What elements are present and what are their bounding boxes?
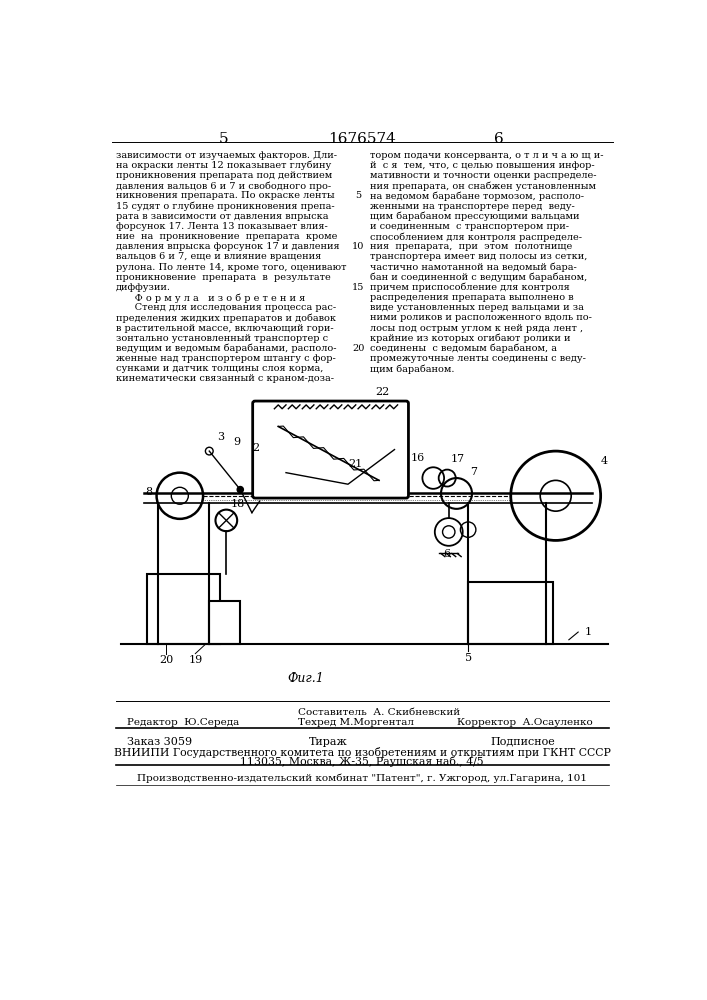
Text: 20: 20	[352, 344, 364, 353]
Text: давления впрыска форсунок 17 и давления: давления впрыска форсунок 17 и давления	[115, 242, 339, 251]
Text: 10: 10	[352, 242, 364, 251]
Text: Редактор  Ю.Середа: Редактор Ю.Середа	[127, 718, 240, 727]
Text: пределения жидких препаратов и добавок: пределения жидких препаратов и добавок	[115, 313, 336, 323]
Text: 22: 22	[375, 387, 390, 397]
Text: Фиг.1: Фиг.1	[287, 672, 324, 685]
Text: соединены  с ведомым барабаном, а: соединены с ведомым барабаном, а	[370, 344, 556, 353]
Text: ние  на  проникновение  препарата  кроме: ние на проникновение препарата кроме	[115, 232, 337, 241]
Text: давления вальцов 6 и 7 и свободного про-: давления вальцов 6 и 7 и свободного про-	[115, 181, 331, 191]
Bar	[468, 582, 554, 644]
Text: Техред М.Моргентал: Техред М.Моргентал	[298, 718, 414, 727]
Text: проникновения препарата под действием: проникновения препарата под действием	[115, 171, 332, 180]
Text: причем приспособление для контроля: причем приспособление для контроля	[370, 283, 569, 292]
Text: Производственно-издательский комбинат "Патент", г. Ужгород, ул.Гагарина, 101: Производственно-издательский комбинат "П…	[137, 774, 587, 783]
Text: 5: 5	[355, 191, 361, 200]
Text: частично намотанной на ведомый бара-: частично намотанной на ведомый бара-	[370, 263, 576, 272]
Text: 6: 6	[494, 132, 504, 146]
Circle shape	[237, 487, 243, 493]
Text: 15 судят о глубине проникновения препа-: 15 судят о глубине проникновения препа-	[115, 202, 334, 211]
Text: 21: 21	[348, 459, 362, 469]
Text: мативности и точности оценки распределе-: мативности и точности оценки распределе-	[370, 171, 596, 180]
Text: в растительной массе, включающий гори-: в растительной массе, включающий гори-	[115, 324, 333, 333]
Text: 2: 2	[252, 443, 259, 453]
Text: 16: 16	[411, 453, 425, 463]
Text: 3: 3	[217, 432, 224, 442]
Text: диффузии.: диффузии.	[115, 283, 170, 292]
Text: ведущим и ведомым барабанами, располо-: ведущим и ведомым барабанами, располо-	[115, 344, 336, 353]
Text: форсунок 17. Лента 13 показывает влия-: форсунок 17. Лента 13 показывает влия-	[115, 222, 327, 231]
Text: 20: 20	[159, 655, 173, 665]
Text: щим барабаном.: щим барабаном.	[370, 364, 454, 374]
Text: рата в зависимости от давления впрыска: рата в зависимости от давления впрыска	[115, 212, 328, 221]
Text: на ведомом барабане тормозом, располо-: на ведомом барабане тормозом, располо-	[370, 191, 584, 201]
Text: 6: 6	[443, 549, 451, 559]
Text: Составитель  А. Скибневский: Составитель А. Скибневский	[298, 708, 460, 717]
Text: 1: 1	[585, 627, 592, 637]
Text: щим барабаном прессующими вальцами: щим барабаном прессующими вальцами	[370, 212, 579, 221]
Text: 113035, Москва, Ж-35, Раушская наб., 4/5: 113035, Москва, Ж-35, Раушская наб., 4/5	[240, 756, 484, 767]
Text: рулона. По ленте 14, кроме того, оценивают: рулона. По ленте 14, кроме того, оценива…	[115, 263, 346, 272]
Text: Тираж: Тираж	[309, 737, 348, 747]
Text: 5: 5	[219, 132, 229, 146]
Text: 7: 7	[470, 467, 477, 477]
Text: 5: 5	[464, 653, 472, 663]
Bar	[209, 601, 240, 644]
Bar	[146, 574, 220, 644]
Text: виде установленных перед вальцами и за: виде установленных перед вальцами и за	[370, 303, 583, 312]
Text: никновения препарата. По окраске ленты: никновения препарата. По окраске ленты	[115, 191, 334, 200]
Text: ния препарата, он снабжен установленным: ния препарата, он снабжен установленным	[370, 181, 596, 191]
Text: транспортера имеет вид полосы из сетки,: транспортера имеет вид полосы из сетки,	[370, 252, 587, 261]
Text: распределения препарата выполнено в: распределения препарата выполнено в	[370, 293, 573, 302]
Text: проникновение  препарата  в  результате: проникновение препарата в результате	[115, 273, 330, 282]
Text: сунками и датчик толщины слоя корма,: сунками и датчик толщины слоя корма,	[115, 364, 323, 373]
Text: 19: 19	[188, 655, 202, 665]
Text: кинематически связанный с краном-доза-: кинематически связанный с краном-доза-	[115, 374, 334, 383]
Text: зависимости от изучаемых факторов. Дли-: зависимости от изучаемых факторов. Дли-	[115, 151, 337, 160]
Text: бан и соединенной с ведущим барабаном,: бан и соединенной с ведущим барабаном,	[370, 273, 587, 282]
Text: 9: 9	[233, 437, 240, 447]
Text: женными на транспортере перед  веду-: женными на транспортере перед веду-	[370, 202, 575, 211]
Text: лосы под острым углом к ней ряда лент ,: лосы под острым углом к ней ряда лент ,	[370, 324, 583, 333]
Text: Стенд для исследования процесса рас-: Стенд для исследования процесса рас-	[115, 303, 336, 312]
Text: 17: 17	[451, 454, 465, 464]
Text: 8: 8	[145, 487, 152, 497]
Text: зонтально установленный транспортер с: зонтально установленный транспортер с	[115, 334, 327, 343]
Text: ВНИИПИ Государственного комитета по изобретениям и открытиям при ГКНТ СССР: ВНИИПИ Государственного комитета по изоб…	[114, 747, 610, 758]
Text: 4: 4	[601, 456, 608, 466]
Text: Ф о р м у л а   и з о б р е т е н и я: Ф о р м у л а и з о б р е т е н и я	[115, 293, 305, 303]
Text: ния  препарата,  при  этом  полотнище: ния препарата, при этом полотнище	[370, 242, 572, 251]
Text: 15: 15	[352, 283, 364, 292]
Text: Заказ 3059: Заказ 3059	[127, 737, 192, 747]
Text: промежуточные ленты соединены с веду-: промежуточные ленты соединены с веду-	[370, 354, 585, 363]
Text: ними роликов и расположенного вдоль по-: ними роликов и расположенного вдоль по-	[370, 313, 592, 322]
Text: крайние из которых огибают ролики и: крайние из которых огибают ролики и	[370, 334, 571, 343]
Text: вальцов 6 и 7, еще и влияние вращения: вальцов 6 и 7, еще и влияние вращения	[115, 252, 321, 261]
FancyBboxPatch shape	[252, 401, 409, 498]
Text: Корректор  А.Осауленко: Корректор А.Осауленко	[457, 718, 592, 727]
Text: Подписное: Подписное	[490, 737, 555, 747]
Text: тором подачи консерванта, о т л и ч а ю щ и-: тором подачи консерванта, о т л и ч а ю …	[370, 151, 603, 160]
Text: на окраски ленты 12 показывает глубину: на окраски ленты 12 показывает глубину	[115, 161, 331, 170]
Text: и соединенным  с транспортером при-: и соединенным с транспортером при-	[370, 222, 568, 231]
Text: й  с я  тем, что, с целью повышения инфор-: й с я тем, что, с целью повышения инфор-	[370, 161, 595, 170]
Text: женные над транспортером штангу с фор-: женные над транспортером штангу с фор-	[115, 354, 335, 363]
Text: способлением для контроля распределе-: способлением для контроля распределе-	[370, 232, 582, 242]
Text: 1676574: 1676574	[328, 132, 396, 146]
Text: 18: 18	[230, 499, 245, 509]
